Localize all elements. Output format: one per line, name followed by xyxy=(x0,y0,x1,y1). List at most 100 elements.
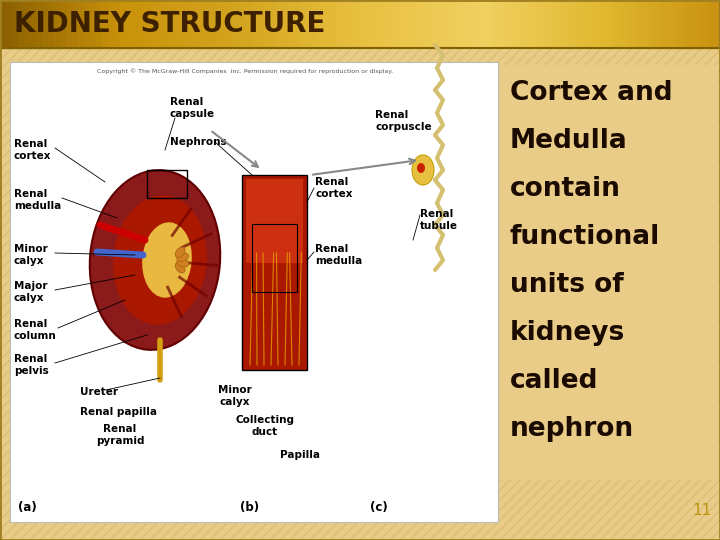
Bar xyxy=(84,0,90,48)
Text: Renal
corpuscle: Renal corpuscle xyxy=(375,110,431,132)
Bar xyxy=(612,0,618,48)
Bar xyxy=(294,0,300,48)
Bar xyxy=(708,0,714,48)
Bar xyxy=(666,0,672,48)
Text: Renal
column: Renal column xyxy=(14,319,57,341)
Text: Renal papilla: Renal papilla xyxy=(80,407,157,417)
Bar xyxy=(180,0,186,48)
Bar xyxy=(690,0,696,48)
Bar xyxy=(270,0,276,48)
Ellipse shape xyxy=(177,259,189,267)
Ellipse shape xyxy=(417,163,425,173)
Bar xyxy=(306,0,312,48)
Bar xyxy=(528,0,534,48)
Bar xyxy=(510,0,516,48)
Bar xyxy=(210,0,216,48)
Bar xyxy=(150,0,156,48)
Bar xyxy=(78,0,84,48)
Bar xyxy=(162,0,168,48)
Text: Medulla: Medulla xyxy=(510,128,628,154)
Bar xyxy=(252,224,297,292)
Bar xyxy=(0,0,720,48)
Text: Renal
cortex: Renal cortex xyxy=(315,177,353,199)
Bar xyxy=(438,0,444,48)
Bar xyxy=(648,0,654,48)
Bar xyxy=(66,0,72,48)
Bar xyxy=(30,0,36,48)
Text: KIDNEY STRUCTURE: KIDNEY STRUCTURE xyxy=(14,10,325,38)
Text: Copyright © The McGraw-Hill Companies  inc. Permission required for reproduction: Copyright © The McGraw-Hill Companies in… xyxy=(97,68,393,73)
Bar xyxy=(0,0,6,48)
Bar xyxy=(426,0,432,48)
Ellipse shape xyxy=(142,222,192,298)
Text: Ureter: Ureter xyxy=(80,387,118,397)
Bar xyxy=(12,0,18,48)
Bar xyxy=(354,0,360,48)
Bar xyxy=(714,0,720,48)
Bar xyxy=(54,0,60,48)
Bar xyxy=(222,0,228,48)
Text: Renal
medulla: Renal medulla xyxy=(315,244,362,266)
Bar xyxy=(90,0,96,48)
Bar xyxy=(486,0,492,48)
Bar xyxy=(330,0,336,48)
Text: Renal
cortex: Renal cortex xyxy=(14,139,52,161)
Bar xyxy=(24,0,30,48)
Bar xyxy=(384,0,390,48)
Text: Renal
tubule: Renal tubule xyxy=(420,209,458,231)
Bar xyxy=(42,0,48,48)
Bar xyxy=(138,0,144,48)
Text: contain: contain xyxy=(510,176,621,202)
Text: called: called xyxy=(510,368,598,394)
Bar xyxy=(594,0,600,48)
Text: Nephrons: Nephrons xyxy=(170,137,227,147)
Bar xyxy=(264,0,270,48)
Text: (a): (a) xyxy=(18,501,37,514)
Bar xyxy=(402,0,408,48)
Bar xyxy=(342,0,348,48)
Bar xyxy=(156,0,162,48)
Bar xyxy=(147,170,187,198)
Bar xyxy=(444,0,450,48)
Bar xyxy=(414,0,420,48)
Bar xyxy=(132,0,138,48)
Bar xyxy=(348,0,354,48)
Bar xyxy=(474,0,480,48)
Text: functional: functional xyxy=(510,224,660,250)
Ellipse shape xyxy=(113,195,207,325)
Bar xyxy=(396,0,402,48)
Bar xyxy=(114,0,120,48)
Bar xyxy=(282,0,288,48)
Bar xyxy=(72,0,78,48)
Bar xyxy=(252,0,258,48)
Bar xyxy=(492,0,498,48)
Bar xyxy=(600,0,606,48)
Bar xyxy=(552,0,558,48)
Ellipse shape xyxy=(412,155,434,185)
Ellipse shape xyxy=(90,170,220,350)
Bar xyxy=(366,0,372,48)
Bar xyxy=(372,0,378,48)
Bar xyxy=(702,0,708,48)
Bar xyxy=(324,0,330,48)
Bar xyxy=(126,0,132,48)
Bar xyxy=(48,0,54,48)
Bar xyxy=(540,0,546,48)
Text: units of: units of xyxy=(510,272,624,298)
Ellipse shape xyxy=(175,262,185,273)
Bar xyxy=(588,0,594,48)
Bar xyxy=(228,0,234,48)
Bar xyxy=(570,0,576,48)
Text: 11: 11 xyxy=(693,503,712,518)
Bar xyxy=(288,0,294,48)
Bar xyxy=(10,62,498,522)
Text: (c): (c) xyxy=(370,501,388,514)
Bar xyxy=(636,0,642,48)
Bar xyxy=(456,0,462,48)
Bar xyxy=(240,0,246,48)
Text: nephron: nephron xyxy=(510,416,634,442)
Bar xyxy=(312,0,318,48)
Bar xyxy=(318,0,324,48)
Text: Major
calyx: Major calyx xyxy=(14,281,48,303)
Bar xyxy=(582,0,588,48)
